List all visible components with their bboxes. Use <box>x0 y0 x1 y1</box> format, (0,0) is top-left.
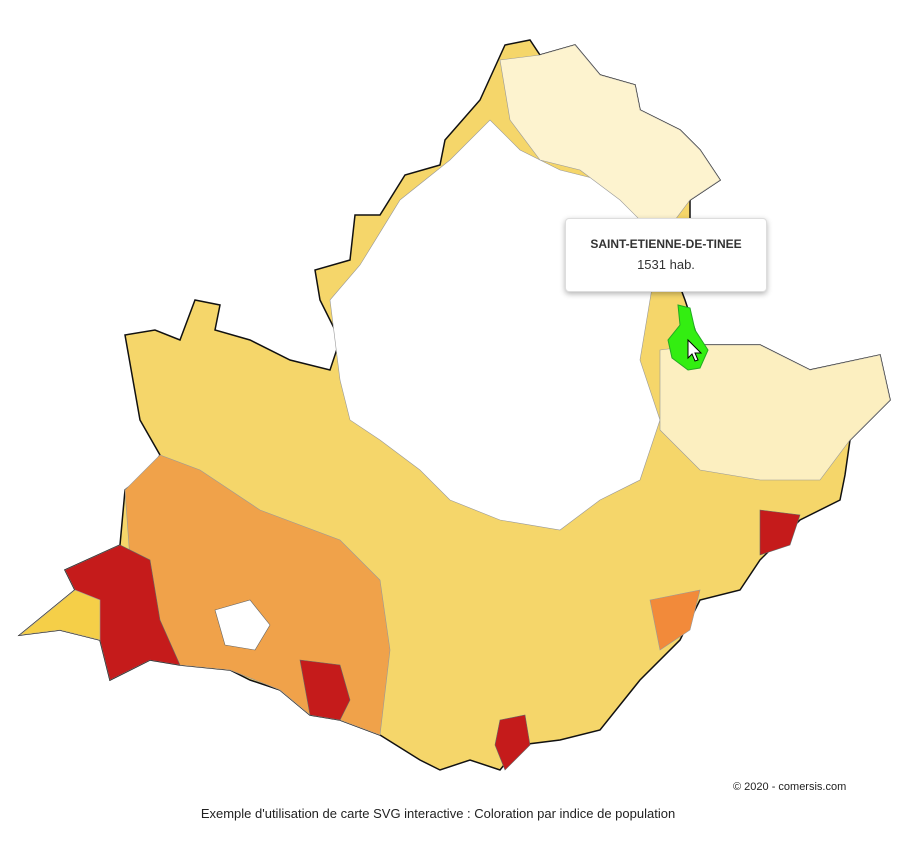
copyright: © 2020 - comersis.com <box>733 781 847 793</box>
west-yellow <box>19 589 101 641</box>
etang <box>214 599 271 651</box>
west-red <box>64 544 181 681</box>
caption: Exemple d'utilisation de carte SVG inter… <box>200 806 676 821</box>
tooltip-title: SAINT-ETIENNE-DE-TINEE <box>590 237 742 251</box>
marseille-red <box>299 659 351 721</box>
tooltip: SAINT-ETIENNE-DE-TINEE 1531 hab. <box>565 218 767 292</box>
cursor <box>687 338 703 362</box>
selected-commune[interactable] <box>667 304 709 371</box>
north-light <box>499 44 721 241</box>
tooltip-text: 1531 hab. <box>637 257 695 272</box>
nice-red <box>759 509 801 556</box>
east-light <box>659 344 891 481</box>
coast-orange <box>649 589 701 651</box>
toulon-red <box>494 714 531 771</box>
